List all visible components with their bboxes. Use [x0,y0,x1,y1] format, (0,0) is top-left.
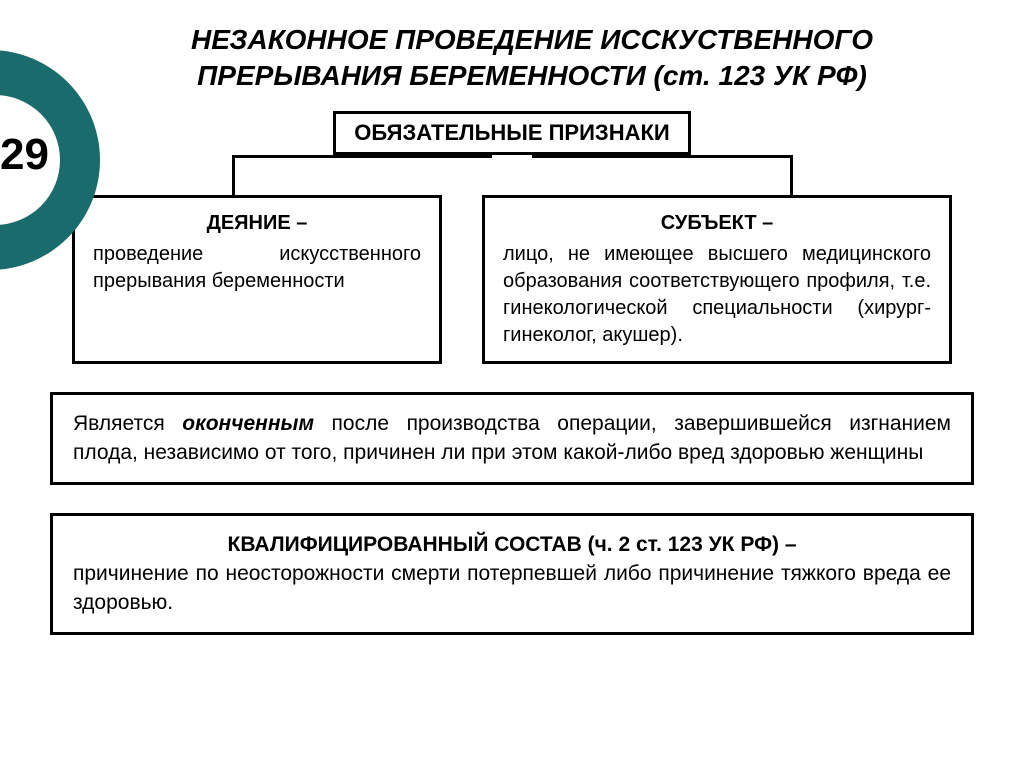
box-deyanie-heading: ДЕЯНИЕ – [93,210,421,237]
box-subject-heading: СУБЪЕКТ – [503,210,931,237]
connector-lines [102,155,922,195]
top-box-mandatory-signs: ОБЯЗАТЕЛЬНЫЕ ПРИЗНАКИ [333,111,690,155]
box-deyanie-body: проведение искусственного прерывания бер… [93,241,421,295]
box-deyanie: ДЕЯНИЕ – проведение искусственного преры… [72,195,442,364]
wide2-body: причинение по неосторожности смерти поте… [73,559,951,618]
slide-title: НЕЗАКОННОЕ ПРОВЕДЕНИЕ ИССКУСТВЕННОГО ПРЕ… [0,0,1024,105]
box-subject-body: лицо, не имеющее высшего медицинского об… [503,241,931,349]
wide1-emphasis: оконченным [182,412,314,435]
wide2-heading: КВАЛИФИЦИРОВАННЫЙ СОСТАВ (ч. 2 ст. 123 У… [73,530,951,559]
wide1-prefix: Является [73,412,182,435]
box-qualified-composition: КВАЛИФИЦИРОВАННЫЙ СОСТАВ (ч. 2 ст. 123 У… [50,513,974,635]
box-subject: СУБЪЕКТ – лицо, не имеющее высшего медиц… [482,195,952,364]
slide-number: 29 [0,130,49,180]
box-completed-crime: Является оконченным после производства о… [50,392,974,485]
